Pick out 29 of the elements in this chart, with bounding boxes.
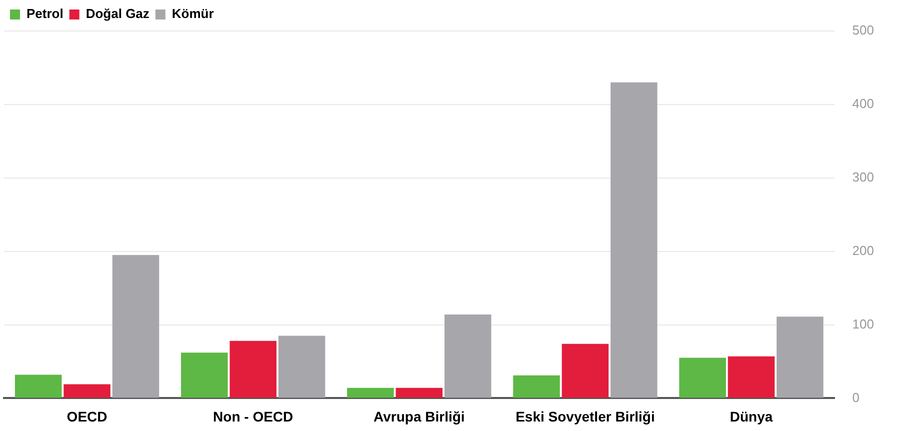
bar <box>396 388 443 398</box>
y-tick-label: 400 <box>852 96 874 112</box>
bar <box>112 254 160 398</box>
y-tick-label: 500 <box>852 22 874 38</box>
y-tick-label: 0 <box>852 390 860 405</box>
x-tick-label: OECD <box>66 408 108 424</box>
bar <box>513 375 560 398</box>
bar <box>347 388 394 398</box>
x-tick-label: Dünya <box>730 408 773 424</box>
y-tick-label: 200 <box>852 242 874 258</box>
x-tick-label: Non - OECD <box>213 408 294 424</box>
bar <box>14 374 62 398</box>
bar <box>562 344 609 398</box>
legend-label: Kömür <box>172 6 214 22</box>
x-tick-label: Avrupa Birliği <box>374 408 465 424</box>
bar <box>230 340 276 398</box>
bar <box>181 352 228 398</box>
y-tick-label: 300 <box>852 169 874 184</box>
bar <box>679 358 726 398</box>
y-tick-label: 100 <box>852 316 874 332</box>
bar <box>728 356 775 398</box>
bar <box>776 316 824 398</box>
legend-label: Doğal Gaz <box>86 6 150 22</box>
bar <box>64 384 110 398</box>
x-tick-label: Eski Sovyetler Birliği <box>516 408 655 424</box>
bar <box>610 82 658 398</box>
bar <box>278 336 326 398</box>
legend-label: Petrol <box>26 6 64 22</box>
bar <box>444 314 492 398</box>
